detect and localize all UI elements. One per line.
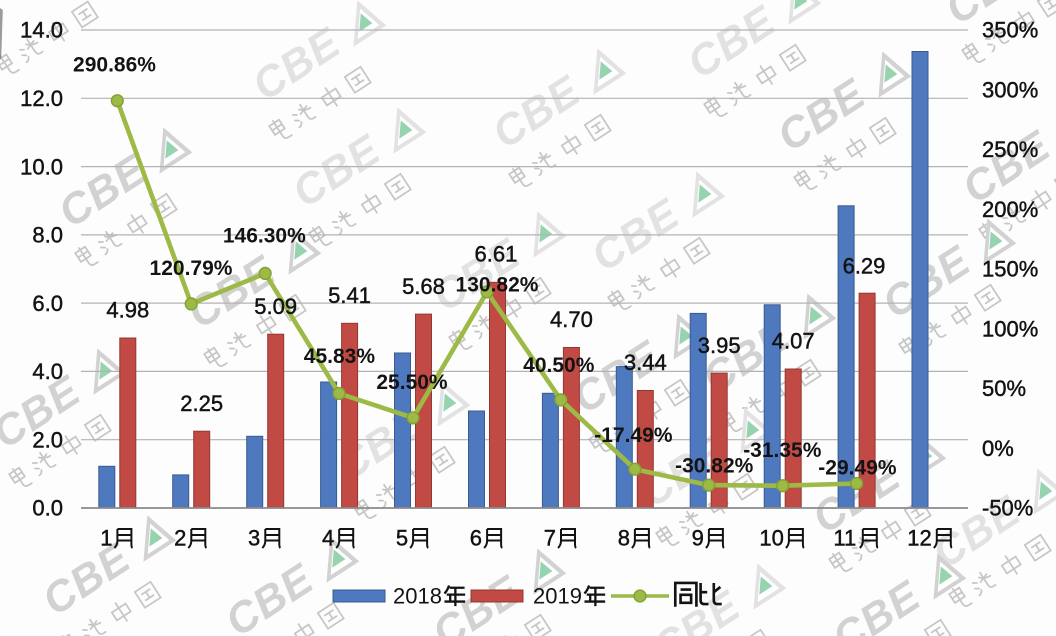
svg-text:8: 8: [618, 526, 630, 551]
svg-text:3.44: 3.44: [624, 350, 667, 375]
svg-text:4.0: 4.0: [32, 359, 63, 384]
svg-text:3.95: 3.95: [698, 333, 741, 358]
svg-text:2019: 2019: [533, 584, 582, 609]
svg-text:200%: 200%: [982, 197, 1038, 222]
svg-text:9: 9: [692, 526, 704, 551]
svg-text:-17.49%: -17.49%: [594, 424, 673, 447]
svg-text:2.0: 2.0: [32, 427, 63, 452]
svg-text:0%: 0%: [982, 436, 1014, 461]
svg-text:250%: 250%: [982, 137, 1038, 162]
svg-text:1: 1: [100, 526, 112, 551]
svg-text:4.70: 4.70: [550, 307, 593, 332]
svg-text:146.30%: 146.30%: [223, 225, 306, 248]
svg-text:25.50%: 25.50%: [376, 371, 448, 394]
svg-text:-29.49%: -29.49%: [818, 457, 897, 480]
svg-text:350%: 350%: [982, 18, 1038, 43]
svg-text:100%: 100%: [982, 316, 1038, 341]
svg-text:12.0: 12.0: [20, 86, 63, 111]
svg-text:4.98: 4.98: [106, 298, 149, 323]
svg-text:6.61: 6.61: [474, 241, 517, 266]
svg-text:10: 10: [759, 526, 783, 551]
svg-text:2.25: 2.25: [180, 391, 223, 416]
svg-text:5.41: 5.41: [328, 283, 371, 308]
svg-text:290.86%: 290.86%: [73, 54, 156, 77]
svg-text:3: 3: [248, 526, 260, 551]
svg-text:2: 2: [174, 526, 186, 551]
svg-text:130.82%: 130.82%: [456, 274, 539, 297]
svg-text:-31.35%: -31.35%: [743, 439, 822, 462]
svg-text:-30.82%: -30.82%: [675, 454, 754, 477]
svg-text:8.0: 8.0: [32, 223, 63, 248]
svg-text:2018: 2018: [393, 584, 442, 609]
svg-text:120.79%: 120.79%: [150, 257, 233, 280]
svg-text:6: 6: [470, 526, 482, 551]
svg-text:0.0: 0.0: [32, 496, 63, 521]
svg-text:14.0: 14.0: [20, 18, 63, 43]
svg-text:4: 4: [322, 526, 334, 551]
svg-text:7: 7: [544, 526, 556, 551]
svg-text:5: 5: [396, 526, 408, 551]
svg-text:12: 12: [907, 526, 931, 551]
svg-text:6.0: 6.0: [32, 291, 63, 316]
svg-text:300%: 300%: [982, 78, 1038, 103]
svg-text:10.0: 10.0: [20, 154, 63, 179]
svg-text:45.83%: 45.83%: [304, 345, 376, 368]
svg-text:11: 11: [833, 526, 856, 551]
svg-text:50%: 50%: [982, 376, 1026, 401]
svg-text:150%: 150%: [982, 257, 1038, 282]
svg-text:6.29: 6.29: [843, 254, 886, 279]
svg-text:-50%: -50%: [982, 496, 1033, 521]
svg-text:5.68: 5.68: [402, 274, 445, 299]
svg-text:4.07: 4.07: [772, 329, 815, 354]
svg-text:40.50%: 40.50%: [523, 354, 595, 377]
svg-text:5.09: 5.09: [254, 294, 297, 319]
